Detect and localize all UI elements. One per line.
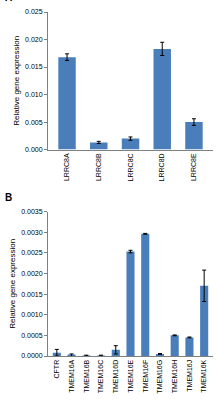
svg-text:0.0005: 0.0005 — [21, 332, 43, 339]
svg-text:TMEM16G: TMEM16G — [156, 360, 163, 394]
svg-text:TMEM16F: TMEM16F — [142, 360, 149, 393]
svg-text:A: A — [5, 0, 12, 3]
svg-text:LRRC8C: LRRC8C — [127, 153, 134, 181]
svg-text:0.0025: 0.0025 — [21, 249, 43, 256]
svg-text:Relative gene expression: Relative gene expression — [8, 239, 17, 329]
svg-text:LRRC8A: LRRC8A — [63, 153, 70, 181]
svg-text:0.0030: 0.0030 — [21, 229, 43, 236]
svg-text:TMEM16H: TMEM16H — [171, 360, 178, 393]
svg-text:0.015: 0.015 — [25, 63, 43, 70]
svg-text:Relative gene expression: Relative gene expression — [12, 36, 21, 126]
svg-text:0.010: 0.010 — [25, 91, 43, 98]
svg-text:0.005: 0.005 — [25, 119, 43, 126]
svg-text:0.025: 0.025 — [25, 8, 43, 15]
svg-text:0.0035: 0.0035 — [21, 208, 43, 215]
svg-text:TMEM16C: TMEM16C — [97, 360, 104, 393]
svg-text:0.020: 0.020 — [25, 36, 43, 43]
svg-text:CFTR: CFTR — [53, 360, 60, 379]
svg-text:LRRC8D: LRRC8D — [159, 153, 166, 181]
svg-text:B: B — [5, 192, 12, 203]
svg-text:0.0015: 0.0015 — [21, 291, 43, 298]
svg-text:0.0020: 0.0020 — [21, 270, 43, 277]
svg-text:TMEM16J: TMEM16J — [186, 360, 193, 392]
svg-text:0.000: 0.000 — [25, 146, 43, 153]
svg-text:TMEM16B: TMEM16B — [83, 359, 90, 392]
svg-text:TMEM16A: TMEM16A — [68, 359, 75, 392]
svg-text:LRRC8E: LRRC8E — [190, 153, 197, 181]
svg-text:TMEM16D: TMEM16D — [112, 360, 119, 393]
svg-text:TMEM16K: TMEM16K — [200, 359, 207, 392]
svg-text:TMEM16E: TMEM16E — [127, 359, 134, 392]
svg-text:0.0010: 0.0010 — [21, 311, 43, 318]
svg-text:LRRC8B: LRRC8B — [95, 153, 102, 181]
svg-text:0.0000: 0.0000 — [21, 352, 43, 359]
